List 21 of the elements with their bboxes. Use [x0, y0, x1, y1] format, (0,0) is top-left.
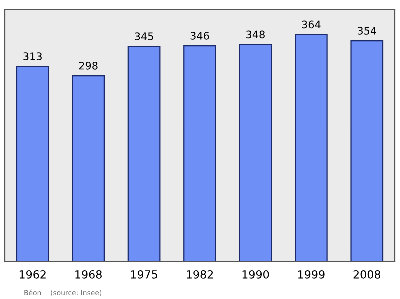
x-tick-label: 1962	[20, 270, 46, 279]
data-label: 298	[79, 62, 98, 70]
bar	[294, 34, 328, 262]
bar	[350, 40, 384, 262]
bar	[72, 75, 106, 262]
x-tick-label: 1990	[242, 270, 270, 279]
bar	[184, 46, 216, 262]
data-label: 364	[302, 20, 321, 29]
bar	[128, 46, 161, 262]
x-tick-label: 1999	[298, 270, 325, 279]
data-label: 313	[24, 52, 42, 60]
x-tick-label: 1982	[187, 270, 214, 279]
data-label: 345	[135, 32, 154, 41]
data-label: 348	[246, 30, 265, 39]
data-label: 346	[190, 32, 210, 40]
data-label: 354	[358, 27, 376, 35]
bar	[239, 44, 272, 262]
x-tick-label: 1968	[76, 270, 102, 279]
x-tick-label: 1975	[131, 270, 158, 279]
bar	[16, 66, 50, 262]
x-tick-label: 2008	[354, 270, 381, 279]
